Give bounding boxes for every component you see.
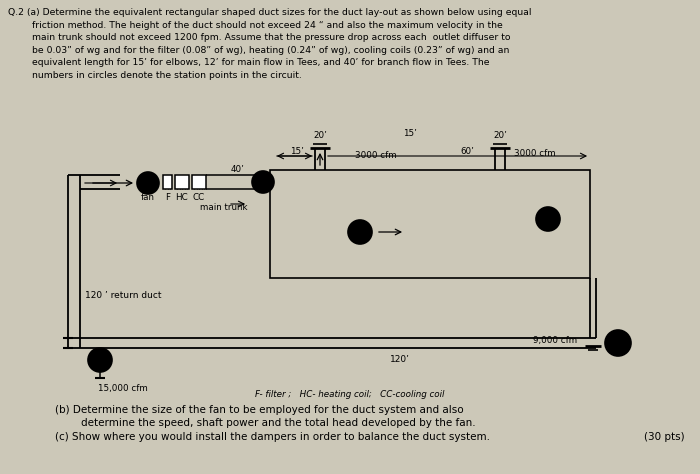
Circle shape (252, 171, 274, 193)
Text: F- filter ;   HC- heating coil;   CC-cooling coil: F- filter ; HC- heating coil; CC-cooling… (256, 390, 444, 399)
Circle shape (536, 207, 560, 231)
Text: 9,000 cfm: 9,000 cfm (533, 337, 577, 346)
Text: (c) Show where you would install the dampers in order to balance the duct system: (c) Show where you would install the dam… (55, 432, 490, 442)
Text: equivalent length for 15’ for elbows, 12’ for main flow in Tees, and 40’ for bra: equivalent length for 15’ for elbows, 12… (8, 58, 489, 67)
Bar (192, 175, 206, 189)
Text: 15’: 15’ (403, 129, 417, 138)
Text: 120 ’ return duct: 120 ’ return duct (85, 291, 162, 300)
Text: Q.2 (a) Determine the equivalent rectangular shaped duct sizes for the duct lay-: Q.2 (a) Determine the equivalent rectang… (8, 8, 531, 17)
Text: friction method. The height of the duct should not exceed 24 “ and also the maxi: friction method. The height of the duct … (8, 20, 503, 29)
Text: 4: 4 (545, 214, 551, 224)
Circle shape (605, 330, 631, 356)
Text: 3000 cfm: 3000 cfm (355, 152, 397, 161)
Text: 5: 5 (615, 338, 621, 348)
Circle shape (88, 348, 112, 372)
Text: determine the speed, shaft power and the total head developed by the fan.: determine the speed, shaft power and the… (55, 418, 475, 428)
Text: CC: CC (193, 192, 205, 201)
Bar (270, 170, 590, 278)
Text: numbers in circles denote the station points in the circuit.: numbers in circles denote the station po… (8, 71, 302, 80)
Text: (b) Determine the size of the fan to be employed for the duct system and also: (b) Determine the size of the fan to be … (55, 405, 463, 415)
Text: (30 pts): (30 pts) (645, 432, 685, 442)
Text: 15’: 15’ (290, 146, 304, 155)
Text: fan: fan (141, 192, 155, 201)
Bar (163, 175, 172, 189)
Text: HC: HC (176, 192, 188, 201)
Text: 40’: 40’ (231, 165, 245, 174)
Text: 120’: 120’ (390, 356, 410, 365)
Text: 2: 2 (260, 177, 266, 187)
Text: 20’: 20’ (493, 131, 507, 140)
Text: 3000 cfm: 3000 cfm (514, 148, 556, 157)
Text: main trunk: main trunk (200, 202, 248, 211)
Text: F: F (165, 192, 170, 201)
Text: be 0.03” of wg and for the filter (0.08” of wg), heating (0.24” of wg), cooling : be 0.03” of wg and for the filter (0.08”… (8, 46, 510, 55)
Text: 20’: 20’ (313, 131, 327, 140)
Bar (276, 176, 584, 272)
Circle shape (348, 220, 372, 244)
Text: main trunk should not exceed 1200 fpm. Assume that the pressure drop across each: main trunk should not exceed 1200 fpm. A… (8, 33, 510, 42)
Text: 1: 1 (97, 355, 103, 365)
Text: 3: 3 (357, 227, 363, 237)
Bar (175, 175, 189, 189)
Text: 60’: 60’ (461, 146, 475, 155)
Circle shape (137, 172, 159, 194)
Text: 15,000 cfm: 15,000 cfm (98, 383, 148, 392)
